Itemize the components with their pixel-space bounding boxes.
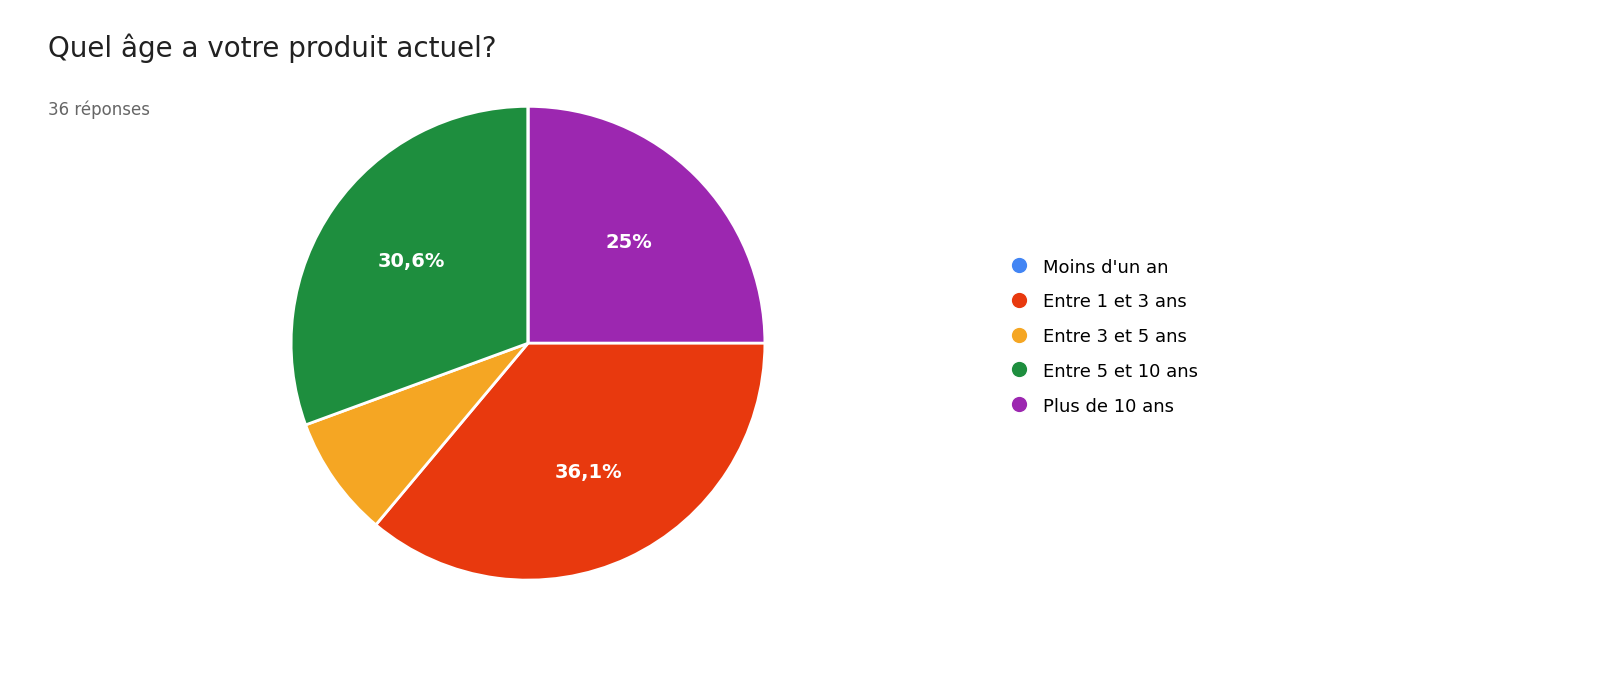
- Text: 25%: 25%: [605, 234, 651, 252]
- Text: Quel âge a votre produit actuel?: Quel âge a votre produit actuel?: [48, 34, 496, 63]
- Text: 36 réponses: 36 réponses: [48, 101, 150, 119]
- Wedge shape: [306, 343, 528, 525]
- Legend: Moins d'un an, Entre 1 et 3 ans, Entre 3 et 5 ans, Entre 5 et 10 ans, Plus de 10: Moins d'un an, Entre 1 et 3 ans, Entre 3…: [1002, 248, 1206, 425]
- Wedge shape: [291, 106, 528, 425]
- Wedge shape: [528, 106, 765, 343]
- Wedge shape: [376, 343, 765, 580]
- Text: 36,1%: 36,1%: [554, 462, 622, 481]
- Text: 30,6%: 30,6%: [378, 252, 445, 271]
